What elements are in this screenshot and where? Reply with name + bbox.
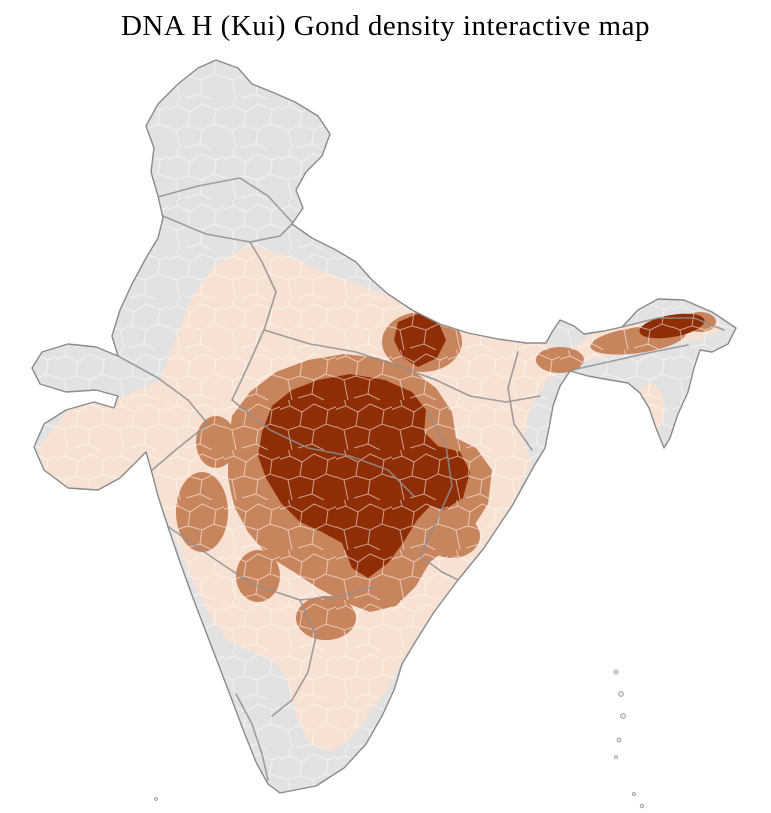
island-dot[interactable] (620, 713, 626, 719)
state-boundary-line (435, 379, 541, 403)
state-boundaries (117, 177, 725, 781)
state-boundary-line (419, 411, 459, 581)
island-dot[interactable] (613, 669, 619, 675)
island-dot[interactable] (614, 755, 618, 759)
state-boundary-line (263, 329, 437, 381)
state-boundary-line (507, 351, 533, 451)
island-dot[interactable] (154, 797, 158, 801)
state-boundary-line (157, 177, 293, 223)
island-dot[interactable] (632, 792, 637, 797)
island-dot[interactable] (639, 803, 645, 809)
island-chain (154, 669, 645, 809)
state-boundary-line (231, 241, 277, 401)
state-boundary-line (231, 399, 415, 497)
state-boundary-line (235, 693, 269, 781)
state-boundary-line (571, 344, 689, 371)
state-boundary-line (117, 355, 209, 471)
map-title: DNA H (Kui) Gond density interactive map (120, 10, 650, 42)
island-dot[interactable] (616, 737, 622, 743)
state-boundary-line (165, 524, 377, 601)
state-boundary-line (271, 599, 317, 717)
island-dot[interactable] (618, 691, 624, 697)
state-boundary-line (621, 317, 725, 331)
